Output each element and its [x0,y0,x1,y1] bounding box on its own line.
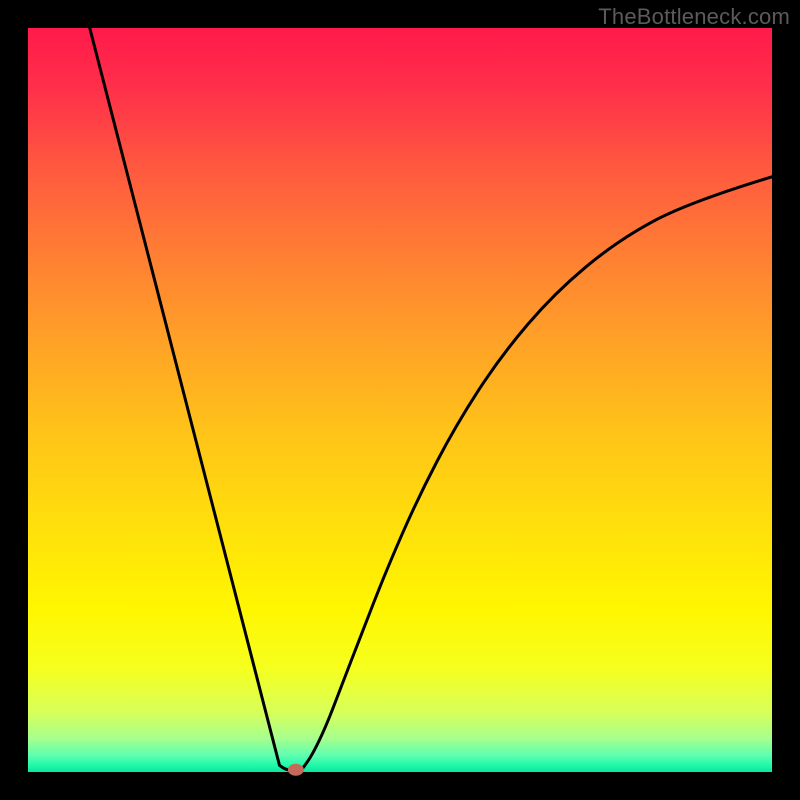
chart-svg [0,0,800,800]
chart-frame: { "watermark": { "text": "TheBottleneck.… [0,0,800,800]
vertex-marker [288,764,304,776]
watermark-text: TheBottleneck.com [598,4,790,30]
plot-background [28,28,772,772]
